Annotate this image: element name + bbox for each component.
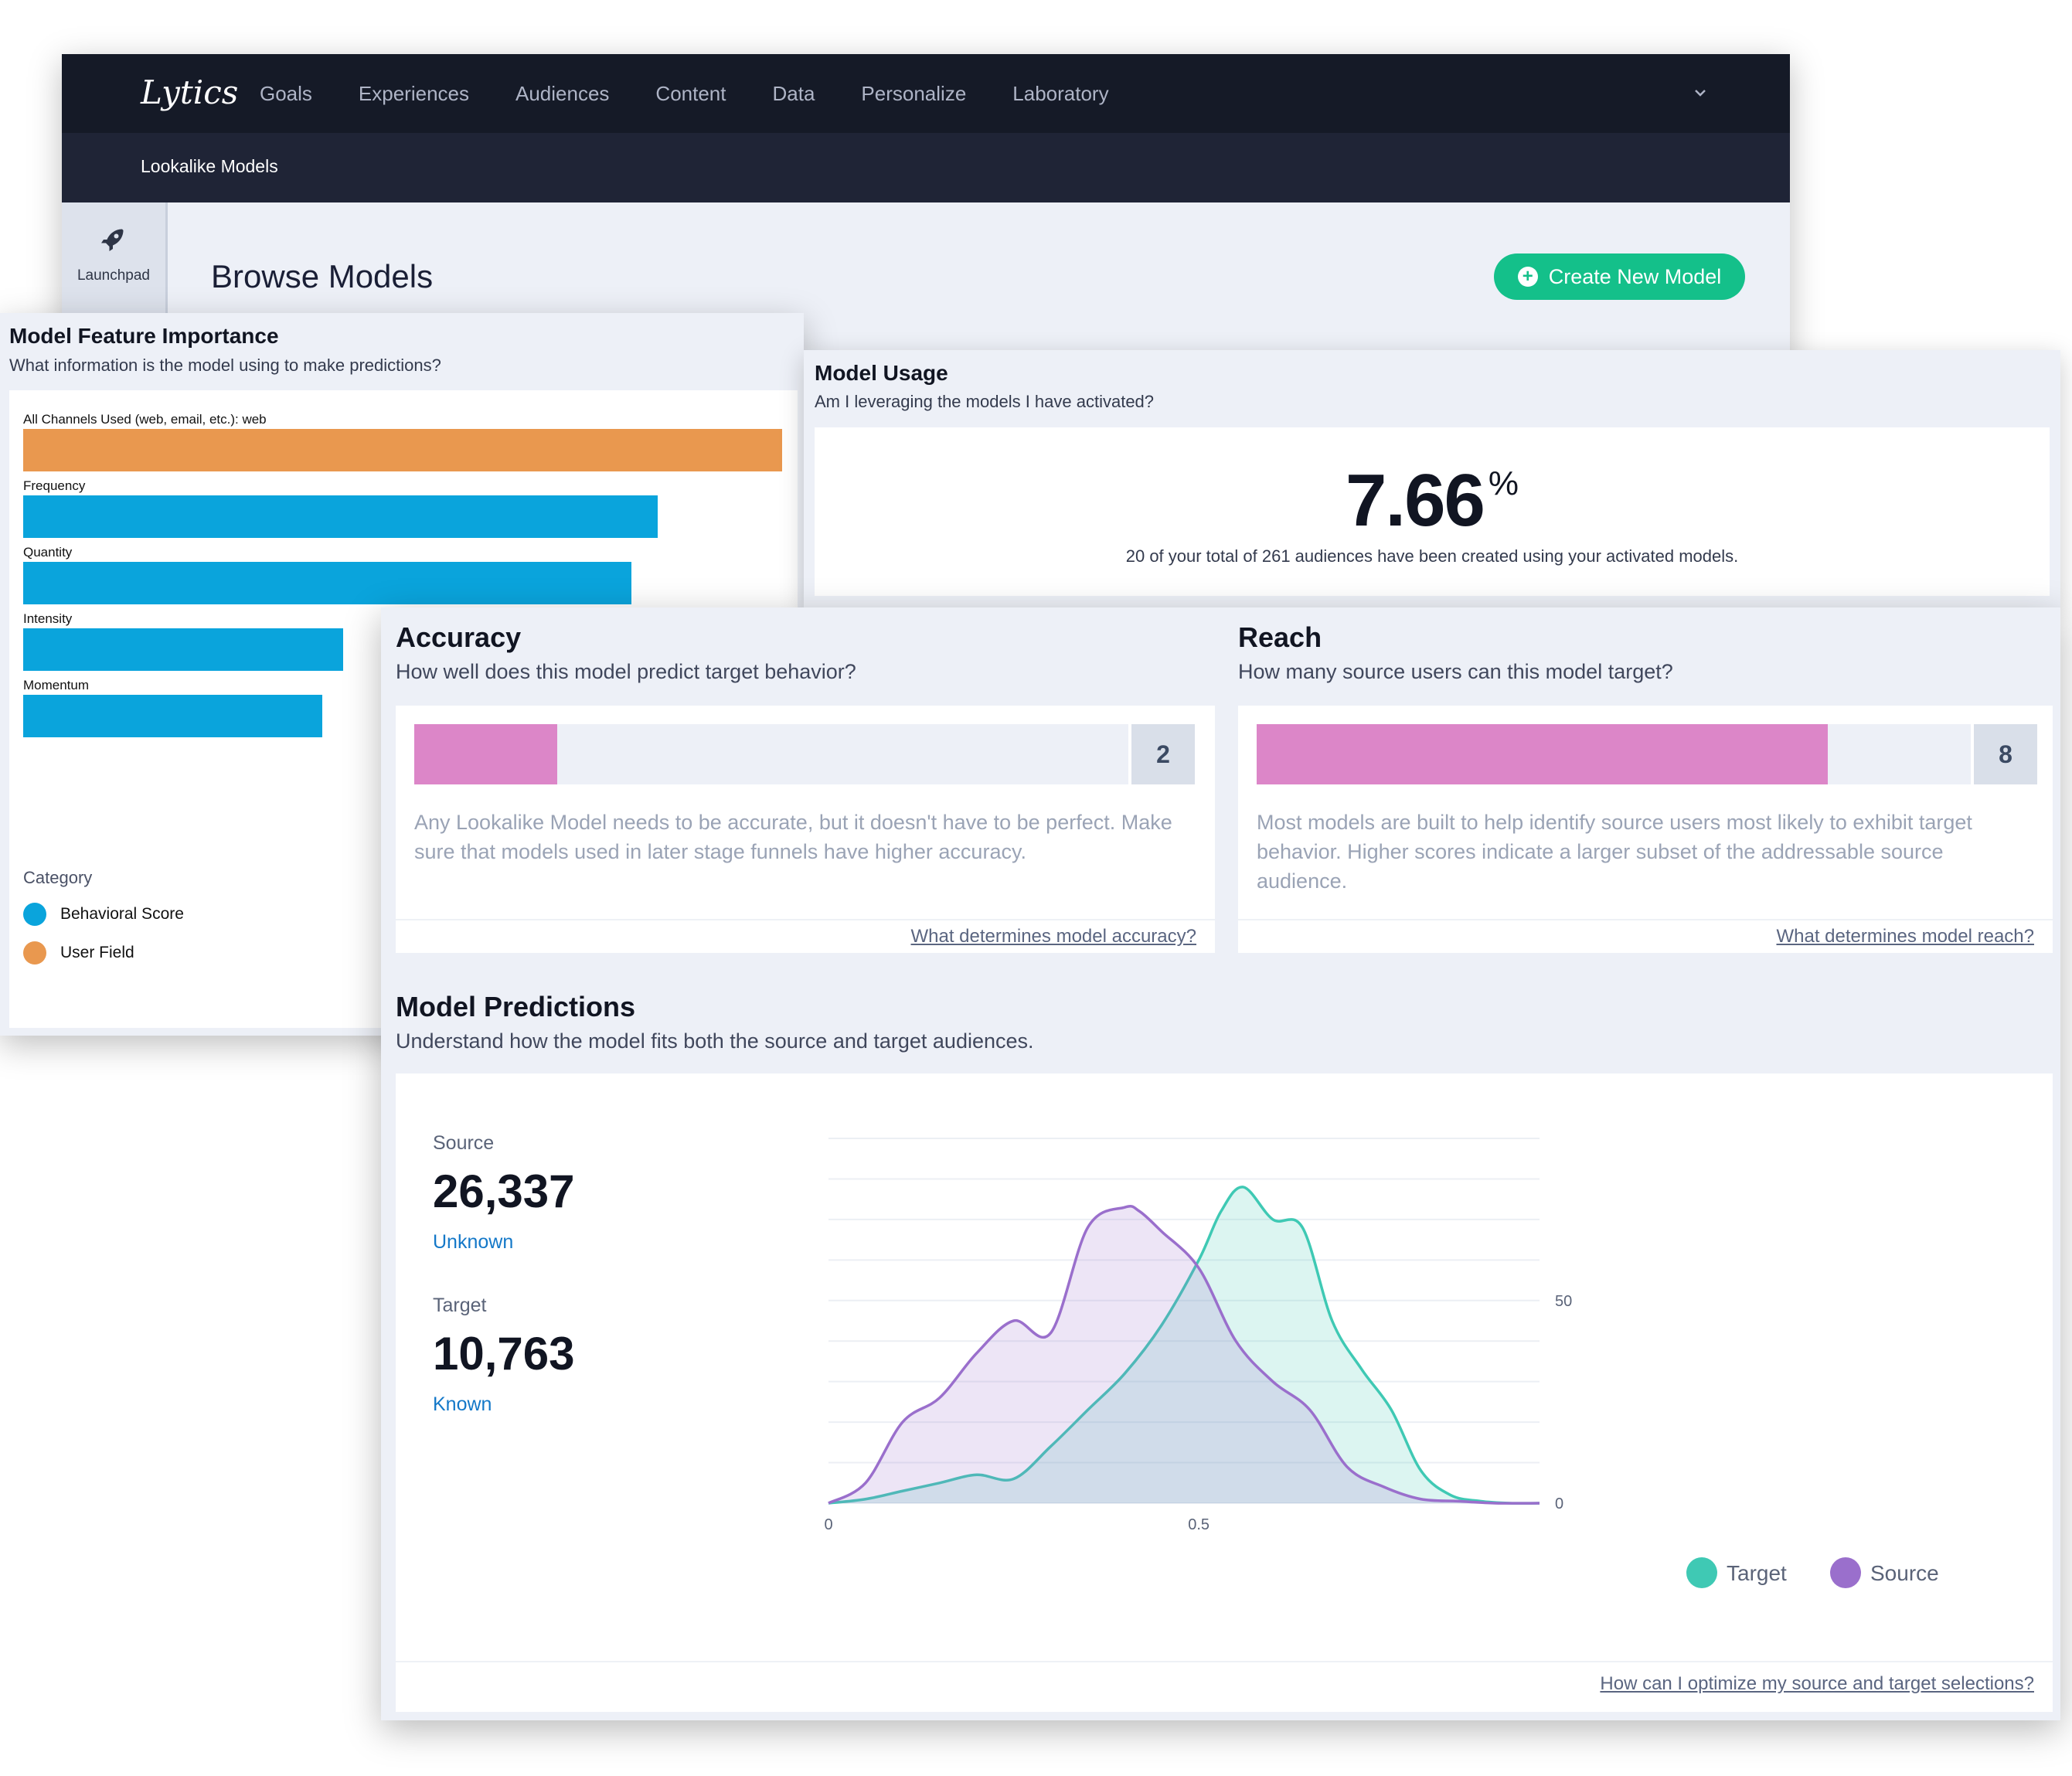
reach-card: 8 Most models are built to help identify… — [1238, 706, 2053, 953]
reach-title: Reach — [1238, 621, 1322, 653]
legend-swatch — [23, 941, 46, 965]
reach-meter-fill — [1257, 724, 1829, 784]
predictions-card: Source 26,337 Unknown Target 10,763 Know… — [396, 1073, 2053, 1712]
accuracy-meter — [414, 724, 1128, 784]
reach-score: 8 — [1974, 724, 2037, 784]
target-status: Known — [433, 1393, 492, 1415]
series-line-target — [828, 1186, 1540, 1505]
feature-row: Frequency — [23, 478, 658, 538]
legend-title: Category — [23, 868, 93, 887]
feature-label: Frequency — [23, 478, 86, 493]
accuracy-subtitle: How well does this model predict target … — [396, 660, 856, 683]
model-detail-panel: Accuracy How well does this model predic… — [381, 607, 2060, 1720]
top-navigation: Lytics Goals Experiences Audiences Conte… — [62, 54, 1790, 133]
create-button-label: Create New Model — [1548, 264, 1722, 288]
legend-item-user-field[interactable]: User Field — [23, 941, 134, 965]
predictions-help-link[interactable]: How can I optimize my source and target … — [1600, 1673, 2034, 1694]
series-area-target — [828, 1186, 1540, 1504]
target-count: 10,763 — [433, 1328, 575, 1380]
nav-item-content[interactable]: Content — [655, 81, 726, 105]
sub-navigation: Lookalike Models — [62, 133, 1790, 202]
nav-item-personalize[interactable]: Personalize — [861, 81, 967, 105]
nav-item-experiences[interactable]: Experiences — [358, 81, 469, 105]
chevron-down-icon[interactable] — [1691, 83, 1710, 102]
reach-meter — [1257, 724, 1971, 784]
feature-row: Momentum — [23, 678, 322, 737]
usage-metric: 7.66% — [815, 458, 2050, 543]
predictions-title: Model Predictions — [396, 991, 636, 1022]
usage-unit: % — [1488, 464, 1519, 502]
feature-importance-subtitle: What information is the model using to m… — [9, 356, 441, 375]
feature-label: Momentum — [23, 678, 90, 692]
card-divider — [396, 919, 1215, 920]
feature-row: Intensity — [23, 611, 343, 671]
accuracy-meter-fill — [414, 724, 557, 784]
feature-importance-title: Model Feature Importance — [9, 324, 279, 348]
usage-value: 7.66 — [1346, 459, 1485, 542]
lytics-logo[interactable]: Lytics — [141, 73, 239, 111]
legend-item-behavioral[interactable]: Behavioral Score — [23, 903, 184, 926]
usage-description: 20 of your total of 261 audiences have b… — [1125, 546, 1739, 566]
feature-bar[interactable] — [23, 495, 658, 538]
nav-menu: Goals Experiences Audiences Content Data… — [260, 54, 1155, 133]
accuracy-help-link[interactable]: What determines model accuracy? — [910, 926, 1197, 947]
feature-bar[interactable] — [23, 695, 322, 737]
legend-swatch — [23, 903, 46, 926]
source-count: 26,337 — [433, 1165, 575, 1217]
nav-item-data[interactable]: Data — [772, 81, 815, 105]
x-tick-label: 0.5 — [1188, 1516, 1210, 1533]
feature-label: Intensity — [23, 611, 73, 626]
plus-icon: + — [1517, 267, 1538, 287]
reach-description: Most models are built to help identify s… — [1257, 811, 1972, 893]
accuracy-card: 2 Any Lookalike Model needs to be accura… — [396, 706, 1215, 953]
model-usage-panel: Model Usage Am I leveraging the models I… — [804, 350, 2060, 607]
reach-subtitle: How many source users can this model tar… — [1238, 660, 1673, 683]
create-new-model-button[interactable]: + Create New Model — [1494, 253, 1745, 300]
nav-item-laboratory[interactable]: Laboratory — [1012, 81, 1109, 105]
nav-item-goals[interactable]: Goals — [260, 81, 312, 105]
feature-bar[interactable] — [23, 429, 782, 471]
legend-label-target: Target — [1727, 1561, 1787, 1585]
reach-help-link[interactable]: What determines model reach? — [1776, 926, 2035, 947]
model-usage-card: 7.66% 20 of your total of 261 audiences … — [815, 427, 2050, 596]
accuracy-title: Accuracy — [396, 621, 522, 653]
feature-bar[interactable] — [23, 562, 631, 604]
legend-label-source: Source — [1870, 1561, 1939, 1585]
x-tick-label: 0 — [824, 1516, 832, 1533]
card-divider — [1238, 919, 2053, 920]
feature-row: All Channels Used (web, email, etc.): we… — [23, 412, 782, 471]
subnav-item-lookalike-models[interactable]: Lookalike Models — [141, 156, 278, 176]
series-area-source — [828, 1206, 1540, 1504]
accuracy-score: 2 — [1131, 724, 1195, 784]
source-label: Source — [433, 1132, 495, 1154]
y-tick-label: 0 — [1555, 1495, 1563, 1512]
source-status: Unknown — [433, 1231, 514, 1253]
model-usage-subtitle: Am I leveraging the models I have activa… — [815, 392, 1155, 411]
sidebar-item-launchpad[interactable]: Launchpad — [77, 267, 151, 284]
legend-dot-source — [1830, 1557, 1861, 1588]
target-label: Target — [433, 1295, 487, 1316]
predictions-subtitle: Understand how the model fits both the s… — [396, 1029, 1034, 1053]
predictions-density-chart: 0 0.5 0 50 Target Source — [824, 1138, 1939, 1588]
legend-label: Behavioral Score — [60, 905, 184, 923]
accuracy-description: Any Lookalike Model needs to be accurate… — [414, 811, 1172, 863]
y-tick-label: 50 — [1555, 1293, 1572, 1310]
model-usage-title: Model Usage — [815, 361, 948, 385]
feature-label: Quantity — [23, 545, 73, 560]
legend-dot-target — [1686, 1557, 1717, 1588]
series-line-source — [828, 1205, 1540, 1505]
rocket-icon[interactable] — [99, 226, 127, 253]
card-divider — [396, 1661, 2053, 1662]
feature-bar[interactable] — [23, 628, 343, 671]
page-title: Browse Models — [211, 258, 434, 294]
feature-label: All Channels Used (web, email, etc.): we… — [23, 412, 267, 427]
nav-item-audiences[interactable]: Audiences — [515, 81, 610, 105]
legend-label: User Field — [60, 944, 134, 961]
feature-row: Quantity — [23, 545, 631, 604]
